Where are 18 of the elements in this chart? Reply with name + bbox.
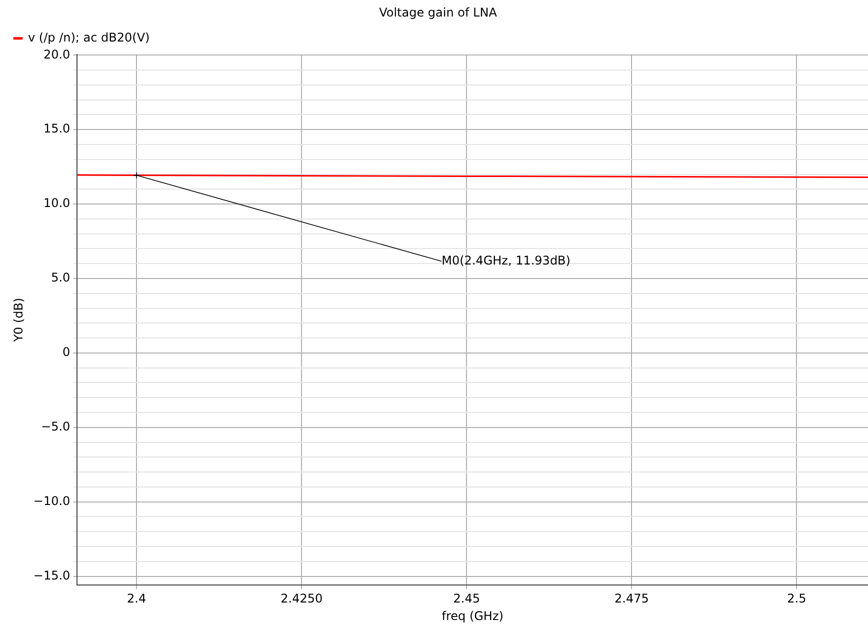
annotation: M0(2.4GHz, 11.93dB) [442,253,570,268]
y-tick-label: 15.0 [43,122,70,136]
x-axis-title: freq (GHz) [442,608,504,623]
chart-title: Voltage gain of LNA [379,5,498,20]
legend-label: v (/p /n); ac dB20(V) [28,30,150,45]
y-tick-label: 10.0 [43,196,70,210]
y-tick-label: 20.0 [43,47,70,62]
y-tick-label: 0 [62,345,70,360]
x-tick-label: 2.4250 [280,592,323,606]
x-tick-label: 2.5 [787,592,806,606]
y-tick-label: −15.0 [33,568,70,582]
y-axis-title: Y0 (dB) [11,298,26,343]
x-tick-label: 2.4 [127,592,146,606]
y-tick-label: −5.0 [41,420,70,434]
x-tick-label: 2.45 [453,592,480,606]
y-tick-label: −10.0 [33,494,70,508]
y-tick-label: 5.0 [51,270,70,285]
x-tick-label: 2.475 [614,592,649,606]
